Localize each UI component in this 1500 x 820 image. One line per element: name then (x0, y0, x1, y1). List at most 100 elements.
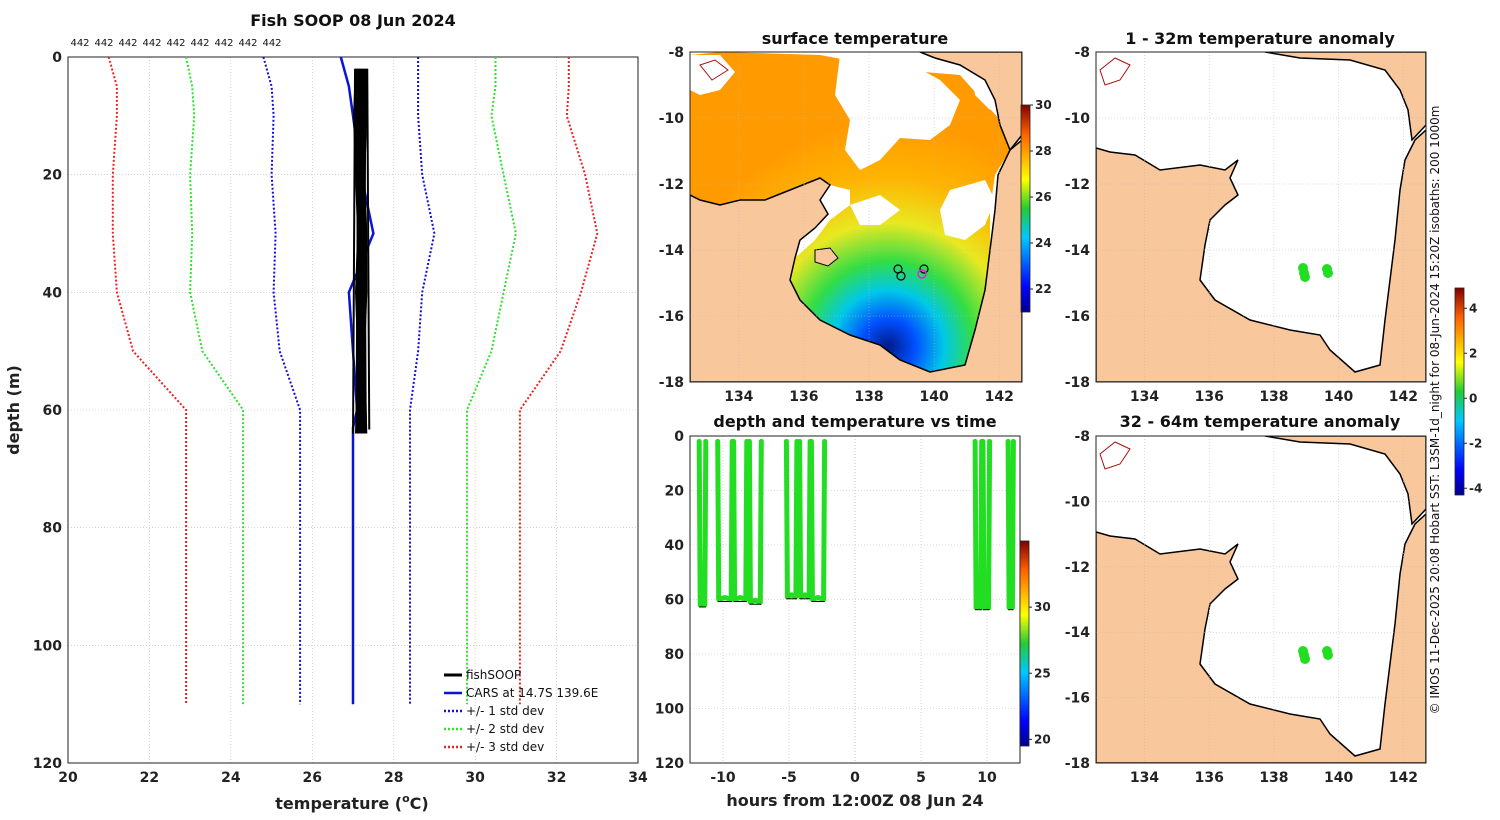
anom1-ytick-label: -10 (1065, 111, 1091, 127)
anom1-xtick-label: 138 (1259, 389, 1288, 405)
sst-cb-label: 28 (1035, 144, 1052, 158)
profile-xlabel: temperature (oC) (275, 792, 428, 813)
time-cast (731, 438, 750, 602)
profile-x-ticks: 20 22 24 26 28 30 32 34 (58, 770, 648, 786)
time-title: depth and temperature vs time (713, 412, 996, 431)
time-cb-label: 25 (1034, 666, 1051, 680)
anomaly-cb-label: 4 (1469, 301, 1477, 315)
time-ytick-label: 120 (655, 756, 684, 772)
profile-count-label: 442 (262, 38, 281, 49)
time-cast (783, 438, 800, 600)
anom1-xtick-label: 136 (1195, 389, 1224, 405)
fishsoop-cast-line (366, 68, 371, 430)
sst-cloud-1 (835, 55, 960, 170)
anom2-xtick-label: 138 (1259, 770, 1288, 786)
time-ytick-label: 80 (665, 647, 685, 663)
profile-count-label: 442 (94, 38, 113, 49)
fishsoop-cast-line (359, 68, 364, 430)
anom2-ytick-label: -8 (1074, 429, 1090, 445)
sst-land-nw (699, 59, 729, 81)
time-xtick-label: 5 (916, 770, 926, 786)
profile-count-labels: 442 442 442 442 442 442 442 442 442 (70, 38, 281, 49)
time-cast (696, 438, 709, 608)
time-cast (1005, 438, 1016, 611)
anom2-y-ticks: -8 -10 -12 -14 -16 -18 (1065, 429, 1091, 772)
profile-ytick-label: 120 (33, 756, 62, 772)
fishsoop-cast-line (352, 68, 357, 434)
anom2-title: 32 - 64m temperature anomaly (1120, 412, 1401, 431)
anom1-ytick-label: -18 (1065, 375, 1090, 391)
profile-ytick-label: 60 (43, 403, 63, 419)
anom2-xtick-label: 134 (1130, 770, 1159, 786)
sst-ytick-label: -10 (659, 111, 685, 127)
anom2-xtick-label: 142 (1389, 770, 1418, 786)
time-x-ticks: -10 -5 0 5 10 (710, 770, 997, 786)
profile-series-line (466, 57, 517, 705)
anomaly-colorbar-ticks: 4 2 0 -2 -4 (1464, 301, 1482, 495)
anom1-ytick-label: -16 (1065, 309, 1090, 325)
sst-x-ticks: 134 136 138 140 142 (724, 389, 1014, 405)
time-xlabel: hours from 12:00Z 08 Jun 24 (726, 791, 983, 810)
sst-cloud-3 (940, 180, 995, 240)
profile-series-line (262, 56, 302, 705)
legend-cars: CARS at 14.7S 139.6E (466, 686, 598, 700)
profile-panel: Fish SOOP 08 Jun 2024 442 442 442 442 442 442… (4, 11, 648, 813)
anom1-nw-coast (1099, 57, 1131, 86)
fishsoop-cast-line (355, 68, 360, 426)
sst-colorbar-ticks: 30 28 26 24 22 (1030, 98, 1052, 296)
sst-land-capeyork (919, 52, 1022, 152)
anom1-xtick-label: 134 (1130, 389, 1159, 405)
profile-ytick-label: 80 (43, 521, 63, 537)
anomaly-cb-label: -4 (1469, 481, 1482, 495)
legend-std2: +/- 2 std dev (466, 722, 544, 736)
anom2-ytick-label: -18 (1065, 756, 1090, 772)
anom2-nw-coast (1099, 441, 1131, 470)
profile-xtick-label: 32 (547, 770, 566, 786)
anom2-ytick-label: -14 (1065, 625, 1091, 641)
profile-y-ticks: 0 20 40 60 80 100 120 (33, 50, 62, 772)
time-ytick-label: 40 (665, 538, 685, 554)
fishsoop-cast-line (362, 68, 367, 434)
time-casts (696, 438, 1016, 611)
sst-cb-label: 30 (1035, 98, 1052, 112)
sst-land-island (814, 247, 839, 267)
time-ytick-label: 100 (655, 702, 684, 718)
credit-text: © IMOS 11-Dec-2025 20:08 Hobart SST: L3S… (1428, 106, 1442, 715)
profile-count-label: 442 (214, 38, 233, 49)
profile-xtick-label: 20 (58, 770, 78, 786)
anom1-xtick-label: 142 (1389, 389, 1418, 405)
time-cast (808, 438, 828, 602)
sst-map-panel: surface temperature 134 136 138 140 142 -8- (659, 29, 1052, 405)
time-ytick-label: 60 (665, 593, 685, 609)
anomaly-cb-label: 2 (1469, 346, 1477, 360)
sst-land-west (690, 139, 1022, 382)
time-xtick-label: 10 (977, 770, 997, 786)
anom2-xtick-label: 136 (1195, 770, 1224, 786)
anom2-ytick-label: -10 (1065, 494, 1091, 510)
sst-xtick-label: 138 (854, 389, 883, 405)
profile-count-label: 442 (190, 38, 209, 49)
time-cb-label: 30 (1034, 600, 1051, 614)
profile-xtick-label: 22 (140, 770, 159, 786)
time-cast (980, 438, 993, 611)
time-cast (746, 438, 764, 605)
anom2-x-ticks: 134 136 138 140 142 (1130, 770, 1418, 786)
sst-cb-label: 26 (1035, 190, 1052, 204)
profile-count-label: 442 (118, 38, 137, 49)
profile-count-label: 442 (166, 38, 185, 49)
anom2-ytick-label: -12 (1065, 560, 1090, 576)
sst-xtick-label: 136 (789, 389, 818, 405)
anom1-axes-box (1095, 51, 1427, 383)
time-xtick-label: -5 (781, 770, 797, 786)
sst-marker-3 (919, 264, 929, 274)
anomaly-cb-label: 0 (1469, 391, 1477, 405)
sst-ytick-label: -18 (659, 375, 684, 391)
anom1-ytick-label: -8 (1074, 45, 1090, 61)
anom1-xtick-label: 140 (1324, 389, 1353, 405)
anomaly-2-panel: 32 - 64m temperature anomaly 134 136 138 14… (1065, 287, 1482, 786)
legend-std3: +/- 3 std dev (466, 740, 544, 754)
profile-count-label: 442 (238, 38, 257, 49)
profile-series-line (518, 57, 599, 705)
sst-cb-label: 22 (1035, 282, 1052, 296)
anom2-xtick-label: 140 (1324, 770, 1353, 786)
